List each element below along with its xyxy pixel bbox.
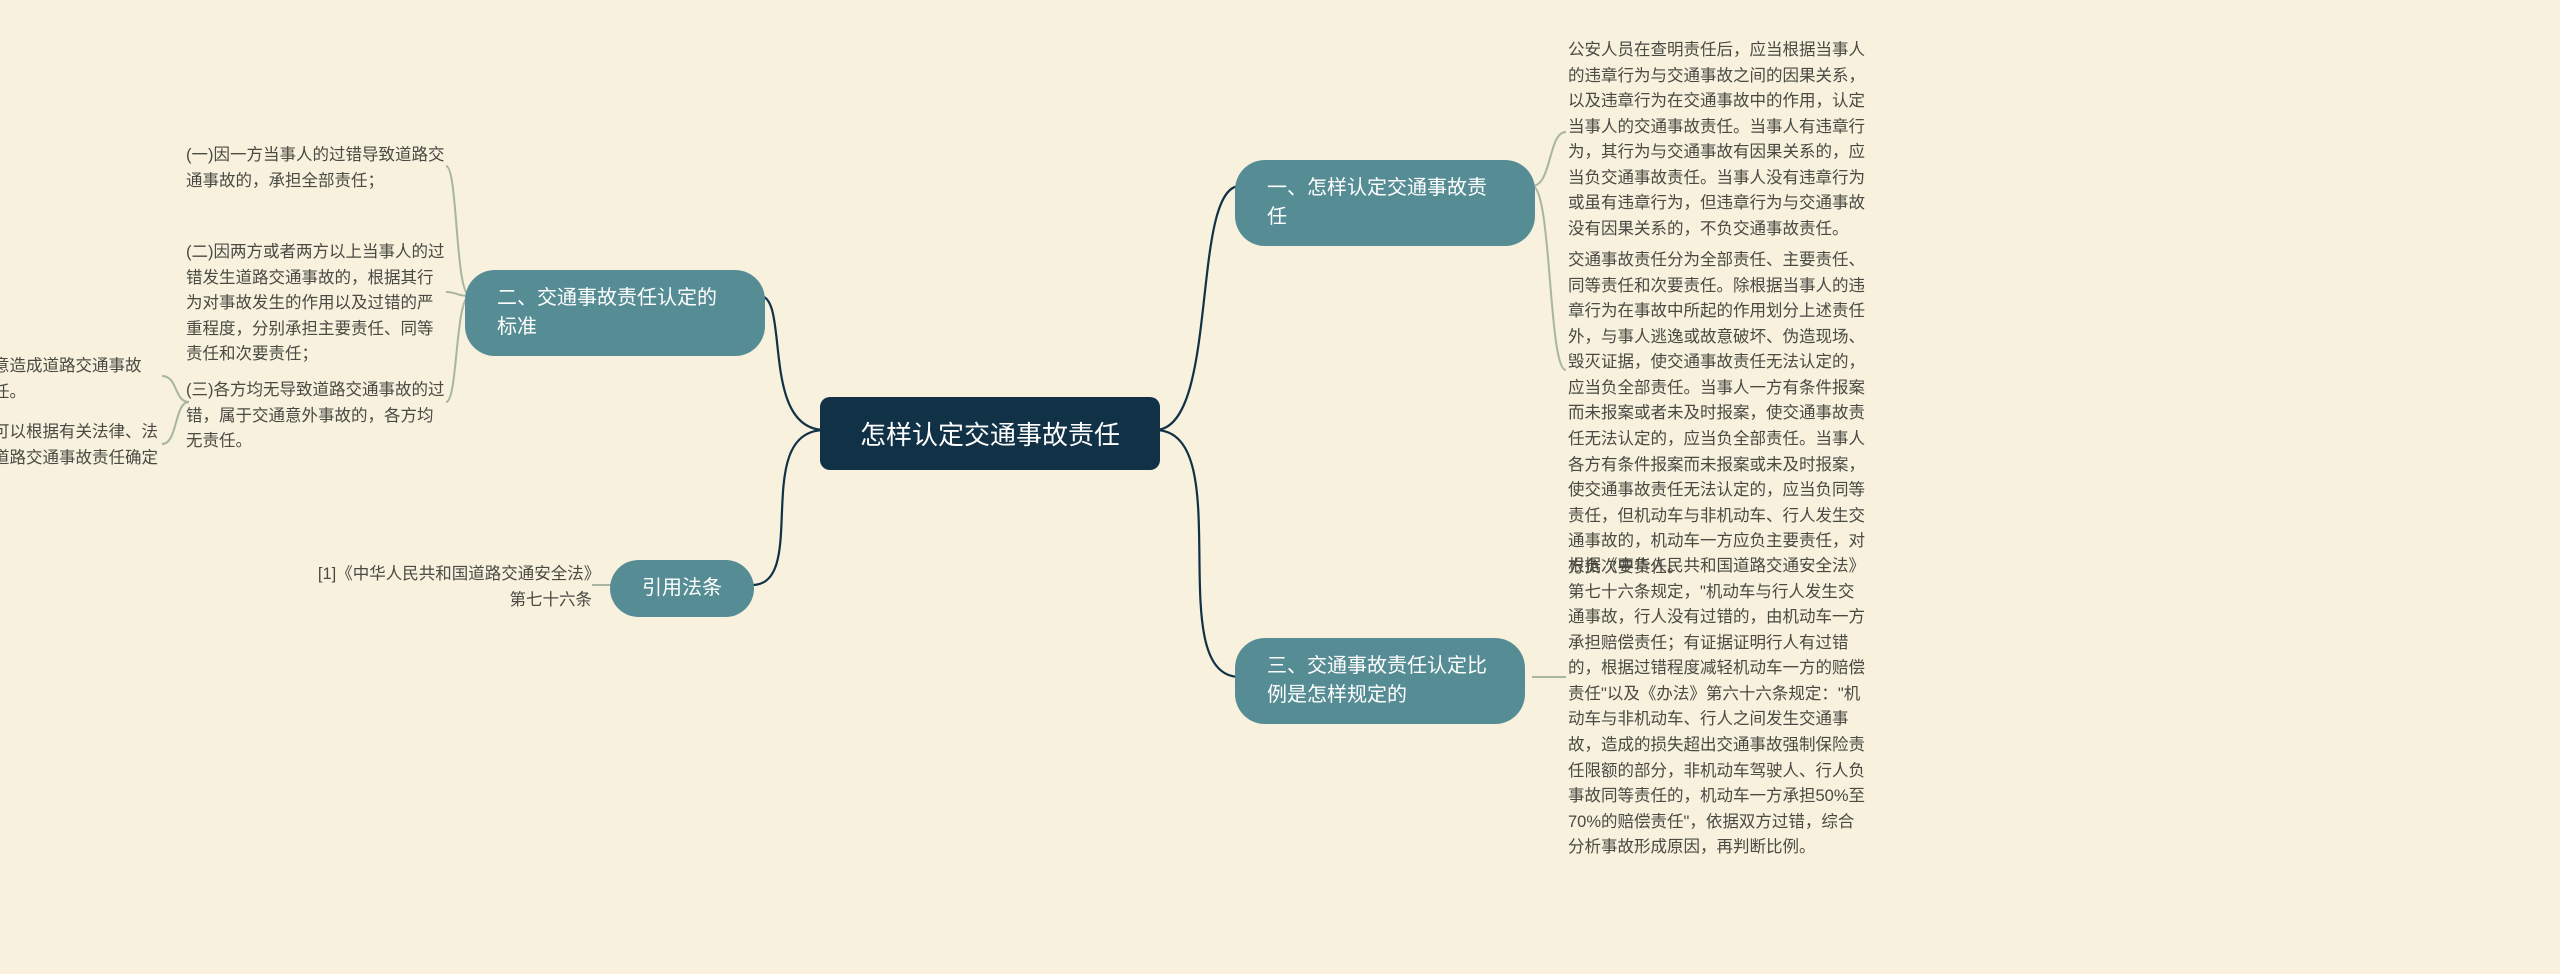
leaf-l2a: (一)因一方当事人的过错导致道路交通事故的，承担全部责任；	[186, 143, 448, 194]
leaf-r3a: 根据《中华人民共和国道路交通安全法》第七十六条规定，"机动车与行人发生交通事故，…	[1568, 554, 1868, 861]
branch-l4[interactable]: 引用法条	[610, 560, 754, 617]
branch-r3[interactable]: 三、交通事故责任认定比例是怎样规定的	[1235, 638, 1525, 724]
leaf-r1b: 交通事故责任分为全部责任、主要责任、同等责任和次要责任。除根据当事人的违章行为在…	[1568, 248, 1868, 580]
root-label: 怎样认定交通事故责任	[860, 415, 1120, 452]
branch-r1-label: 一、怎样认定交通事故责任	[1267, 174, 1503, 232]
leaf-l4a: [1]《中华人民共和国道路交通安全法》第七十六条	[316, 562, 592, 613]
branch-l4-label: 引用法条	[642, 574, 722, 603]
root-node[interactable]: 怎样认定交通事故责任	[820, 397, 1160, 470]
leaf-l2c: (三)各方均无导致道路交通事故的过错，属于交通意外事故的，各方均无责任。	[186, 378, 448, 455]
leaf-l2b: (二)因两方或者两方以上当事人的过错发生道路交通事故的，根据其行为对事故发生的作…	[186, 240, 448, 368]
leaf-r1a: 公安人员在查明责任后，应当根据当事人的违章行为与交通事故之间的因果关系，以及违章…	[1568, 38, 1868, 243]
branch-r3-label: 三、交通事故责任认定比例是怎样规定的	[1267, 652, 1493, 710]
leaf-l2c1: 一方当事人故意造成道路交通事故的，他方无责任。	[0, 354, 162, 405]
leaf-l2c2: 省级公安机关可以根据有关法律、法规制定具体的道路交通事故责任确定细则或者标准。	[0, 420, 162, 497]
branch-l2-label: 二、交通事故责任认定的标准	[497, 284, 733, 342]
branch-r1[interactable]: 一、怎样认定交通事故责任	[1235, 160, 1535, 246]
branch-l2[interactable]: 二、交通事故责任认定的标准	[465, 270, 765, 356]
